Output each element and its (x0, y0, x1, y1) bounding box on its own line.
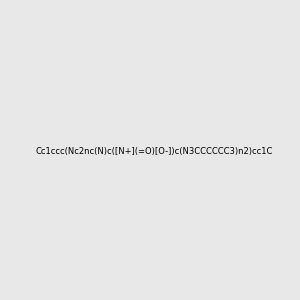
Text: Cc1ccc(Nc2nc(N)c([N+](=O)[O-])c(N3CCCCCC3)n2)cc1C: Cc1ccc(Nc2nc(N)c([N+](=O)[O-])c(N3CCCCCC… (35, 147, 272, 156)
